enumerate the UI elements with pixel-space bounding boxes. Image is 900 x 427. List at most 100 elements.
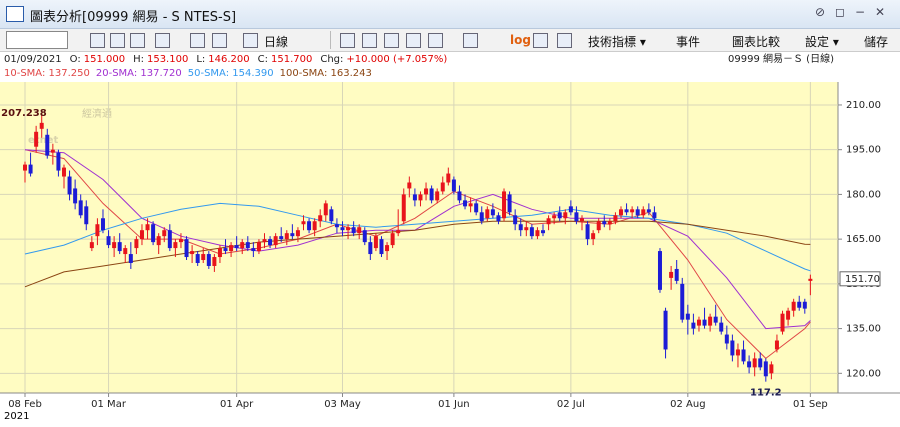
candle-body [735,349,740,356]
save-button[interactable]: 儲存 [864,35,889,49]
candle-body [178,239,183,243]
candle-body [630,209,635,213]
candle-body [440,182,445,192]
tool-icon[interactable] [533,33,548,48]
candle-body [195,254,200,263]
restore-button[interactable]: ◻ [835,5,845,19]
candle-body [34,131,39,147]
candle-body [613,215,618,222]
tool-icon[interactable] [155,33,170,48]
candle-body [641,209,646,216]
candle-body [741,349,746,362]
candle-body [518,224,523,231]
candle-body [674,268,679,281]
candle-body [585,224,590,240]
plot-area [0,82,838,393]
log-button[interactable]: log [510,33,531,47]
candle-body [424,188,429,195]
candle-body [474,203,479,213]
symbol-input[interactable] [6,31,68,49]
candle-body [596,221,601,231]
sma-line [24,202,811,272]
chart-type[interactable] [340,33,355,48]
info-label: L: [196,54,205,65]
zoom-in[interactable] [190,33,205,48]
candle-body [685,313,690,320]
info-label: O: [70,54,81,65]
sma-legend: 10-SMA: 137.250 20-SMA: 137.720 50-SMA: 15… [4,68,372,79]
close-button[interactable]: ✕ [875,5,886,19]
tool-icon[interactable] [130,33,145,48]
candle-body [39,122,44,129]
candle-body [106,236,111,246]
grid-button[interactable] [463,33,478,48]
candle-body [67,176,72,195]
candle-body [541,230,546,234]
settings-button[interactable]: 設定 ▾ [805,35,839,49]
candle-body [23,164,27,171]
candle-body [117,242,122,252]
x-tick-label: 01 Apr [220,399,254,410]
candle-body [708,316,713,326]
minimize-button[interactable]: − [855,5,866,19]
candle-body [73,188,78,204]
candle-body [95,224,100,237]
candle-body [713,316,718,323]
candle-body [624,209,629,213]
zoom-out[interactable] [212,33,227,48]
candle-body [112,242,117,249]
candle-body [691,322,696,329]
watermark: etnet [28,135,58,146]
candle-body [591,233,596,240]
tool-icon[interactable] [110,33,125,48]
y-tick-label: 165.00 [846,234,881,245]
chart: 經濟通 etnet 2021 01/09/2021 O: 151.000 H: 153.… [0,52,900,422]
info-value: 146.200 [208,54,249,65]
info-row: 01/09/2021 O: 151.000 H: 153.100 L: 146.200 C: 1… [4,54,447,65]
chart-type[interactable] [384,33,399,48]
candle-body [162,230,167,237]
candle-body [730,340,735,356]
candle-body [251,248,256,252]
candle-body [256,242,261,252]
chart-type[interactable] [406,33,421,48]
candle-body [535,230,540,237]
period-icon[interactable] [243,33,258,48]
chart-type[interactable] [362,33,377,48]
info-value: 151.700 [271,54,312,65]
candle-body [318,215,323,222]
y-tick-label: 120.00 [846,368,881,379]
candle-body [323,203,328,216]
link-button[interactable]: ⊘ [815,5,826,19]
candle-body [279,236,284,240]
tool-icon[interactable] [557,33,572,48]
candle-body [273,236,278,246]
info-label: Chg: [320,54,343,65]
compare-button[interactable]: 圖表比較 [732,35,781,49]
candle-body [663,310,668,350]
candle-body [574,212,579,222]
candle-body [457,191,462,201]
candle-body [680,283,685,320]
candle-body [167,230,172,249]
info-value: 153.100 [147,54,188,65]
x-tick-label: 02 Jul [557,399,585,410]
candle-body [496,215,501,222]
chart-type[interactable] [428,33,443,48]
period-button[interactable]: 日線 [264,35,289,49]
candle-body [446,173,451,183]
tool-icon[interactable] [90,33,105,48]
candle-body [307,221,312,231]
candle-body [56,152,61,171]
candle-body [791,301,796,311]
indicator-button[interactable]: 技術指標 ▾ [588,35,646,49]
event-button[interactable]: 事件 [676,35,701,49]
candle-body [657,251,662,290]
candle-body [702,319,707,326]
x-tick-label: 02 Aug [670,399,705,410]
candle-body [139,230,144,240]
candle-body [774,340,779,350]
candle-body [763,361,768,377]
candle-body [100,218,105,231]
separator [330,31,331,49]
